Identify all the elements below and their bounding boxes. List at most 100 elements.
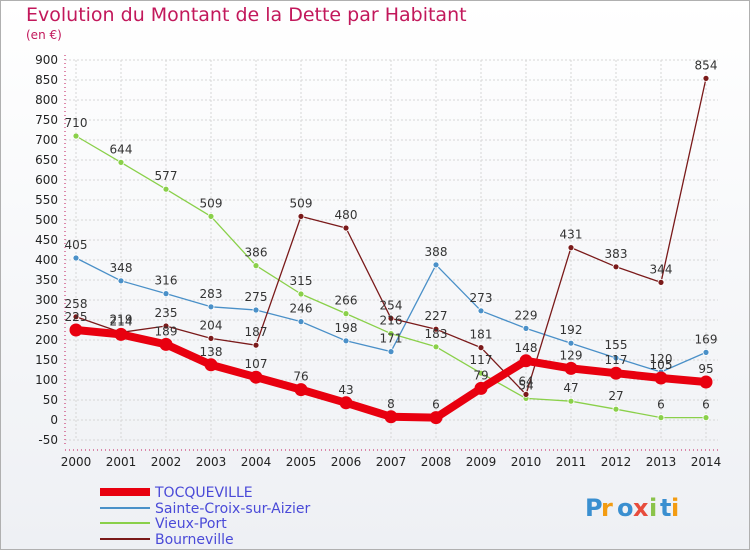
data-label: 76	[293, 370, 308, 384]
y-tick-label: 550	[35, 193, 58, 207]
data-label: 105	[650, 358, 673, 372]
data-label: 344	[650, 262, 673, 276]
data-point	[567, 244, 575, 252]
data-label: 155	[605, 338, 628, 352]
y-tick-label: 250	[35, 313, 58, 327]
data-label: 273	[470, 291, 493, 305]
data-point	[612, 263, 620, 271]
data-label: 283	[200, 287, 223, 301]
data-label: 183	[425, 327, 448, 341]
x-tick-label: 2003	[196, 455, 227, 469]
data-point	[702, 348, 710, 356]
y-tick-label: -50	[38, 433, 58, 447]
data-label: 431	[560, 228, 583, 242]
data-point	[567, 339, 575, 347]
chart-subtitle: (en €)	[26, 28, 62, 42]
data-point	[297, 318, 305, 326]
data-label: 95	[698, 362, 713, 376]
data-label: 316	[155, 274, 178, 288]
data-label: 348	[110, 261, 133, 275]
data-point	[387, 348, 395, 356]
y-tick-label: 300	[35, 293, 58, 307]
data-label: 181	[470, 328, 493, 342]
data-point	[162, 290, 170, 298]
data-point	[252, 262, 260, 270]
y-tick-label: 450	[35, 233, 58, 247]
data-point	[432, 261, 440, 269]
data-label: 198	[335, 321, 358, 335]
data-label: 258	[65, 297, 88, 311]
logo-letter: P	[585, 494, 603, 522]
data-label: 187	[245, 325, 268, 339]
data-label: 64	[518, 374, 533, 388]
data-label: 216	[380, 314, 403, 328]
x-tick-label: 2014	[691, 455, 722, 469]
data-point	[72, 313, 80, 321]
x-tick-label: 2005	[286, 455, 317, 469]
data-point	[117, 277, 125, 285]
data-label: 225	[65, 310, 88, 324]
data-point	[342, 310, 350, 318]
data-point	[342, 224, 350, 232]
data-point	[207, 303, 215, 311]
data-label: 227	[425, 309, 448, 323]
data-point	[612, 354, 620, 362]
data-point	[249, 370, 263, 384]
data-label: 192	[560, 323, 583, 337]
data-label: 43	[338, 383, 353, 397]
chart-title: Evolution du Montant de la Dette par Hab…	[26, 4, 467, 26]
x-tick-label: 2000	[61, 455, 92, 469]
data-label: 79	[473, 368, 488, 382]
y-tick-label: 100	[35, 373, 58, 387]
x-tick-label: 2002	[151, 455, 182, 469]
data-label: 383	[605, 247, 628, 261]
y-tick-label: 500	[35, 213, 58, 227]
data-label: 315	[290, 274, 313, 288]
x-tick-label: 2013	[646, 455, 677, 469]
legend-label: Vieux-Port	[155, 516, 227, 532]
x-tick-label: 2001	[106, 455, 137, 469]
data-label: 107	[245, 357, 268, 371]
logo-letter: i	[671, 494, 679, 522]
y-tick-label: 850	[35, 73, 58, 87]
data-label: 266	[335, 294, 358, 308]
logo-letter: r	[601, 494, 613, 522]
data-label: 254	[380, 298, 403, 312]
data-point	[567, 397, 575, 405]
x-tick-label: 2011	[556, 455, 587, 469]
data-point	[477, 344, 485, 352]
data-point	[72, 254, 80, 262]
data-point	[204, 358, 218, 372]
data-point	[207, 334, 215, 342]
x-tick-label: 2007	[376, 455, 407, 469]
data-label: 644	[110, 142, 133, 156]
y-tick-label: 350	[35, 273, 58, 287]
data-point	[339, 396, 353, 410]
data-label: 169	[695, 332, 718, 346]
data-point	[252, 341, 260, 349]
data-label: 8	[387, 397, 395, 411]
data-label: 854	[695, 58, 718, 72]
data-label: 27	[608, 389, 623, 403]
data-label: 219	[110, 312, 133, 326]
data-point	[702, 75, 710, 82]
y-tick-label: 0	[50, 413, 58, 427]
y-tick-label: 700	[35, 133, 58, 147]
data-label: 129	[560, 348, 583, 362]
data-label: 120	[650, 352, 673, 366]
data-point	[162, 185, 170, 193]
data-label: 509	[200, 196, 223, 210]
data-point	[477, 307, 485, 315]
legend-label: Sainte-Croix-sur-Aizier	[155, 501, 310, 517]
data-point	[114, 327, 128, 341]
data-point	[162, 322, 170, 330]
data-point	[159, 337, 173, 351]
data-label: 386	[245, 246, 268, 260]
data-point	[432, 325, 440, 333]
chart-series	[69, 75, 713, 425]
y-tick-label: 600	[35, 173, 58, 187]
data-point	[117, 158, 125, 166]
